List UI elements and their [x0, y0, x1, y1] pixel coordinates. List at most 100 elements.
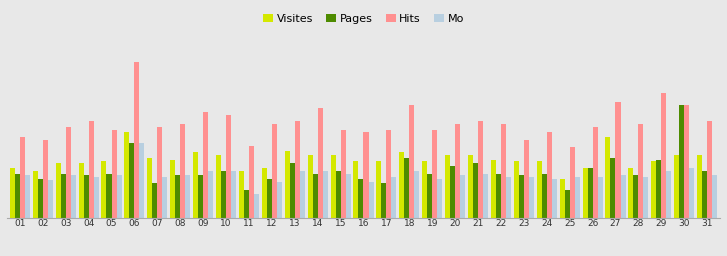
Bar: [157, 127, 162, 218]
Bar: [575, 177, 579, 218]
Bar: [712, 176, 718, 218]
Bar: [460, 176, 465, 218]
Bar: [483, 174, 488, 218]
Bar: [33, 171, 38, 218]
Bar: [43, 140, 48, 218]
Bar: [445, 155, 450, 218]
Bar: [134, 62, 140, 218]
Bar: [129, 143, 134, 218]
Bar: [79, 163, 84, 218]
Bar: [621, 176, 625, 218]
Bar: [697, 155, 702, 218]
Bar: [198, 176, 203, 218]
Legend: Visites, Pages, Hits, Mo: Visites, Pages, Hits, Mo: [263, 14, 464, 24]
Bar: [216, 155, 221, 218]
Bar: [667, 171, 672, 218]
Bar: [336, 171, 340, 218]
Bar: [473, 163, 478, 218]
Bar: [565, 189, 570, 218]
Bar: [382, 183, 387, 218]
Bar: [679, 105, 684, 218]
Bar: [313, 174, 318, 218]
Bar: [552, 179, 557, 218]
Bar: [175, 176, 180, 218]
Bar: [89, 121, 94, 218]
Bar: [226, 115, 231, 218]
Bar: [20, 136, 25, 218]
Bar: [437, 179, 442, 218]
Bar: [656, 160, 662, 218]
Bar: [529, 177, 534, 218]
Bar: [606, 136, 611, 218]
Bar: [308, 155, 313, 218]
Bar: [267, 179, 272, 218]
Bar: [94, 177, 99, 218]
Bar: [244, 189, 249, 218]
Bar: [38, 179, 43, 218]
Bar: [254, 194, 259, 218]
Bar: [524, 140, 529, 218]
Bar: [340, 130, 345, 218]
Bar: [140, 143, 145, 218]
Bar: [102, 162, 106, 218]
Bar: [422, 162, 427, 218]
Bar: [249, 146, 254, 218]
Bar: [628, 168, 633, 218]
Bar: [582, 168, 587, 218]
Bar: [84, 176, 89, 218]
Bar: [323, 171, 328, 218]
Bar: [496, 174, 501, 218]
Bar: [570, 147, 575, 218]
Bar: [239, 171, 244, 218]
Bar: [358, 179, 364, 218]
Bar: [689, 168, 694, 218]
Bar: [193, 152, 198, 218]
Bar: [684, 105, 689, 218]
Bar: [111, 130, 116, 218]
Bar: [427, 174, 433, 218]
Bar: [674, 155, 679, 218]
Bar: [331, 155, 336, 218]
Bar: [353, 162, 358, 218]
Bar: [651, 162, 656, 218]
Bar: [587, 168, 593, 218]
Bar: [542, 174, 547, 218]
Bar: [116, 176, 121, 218]
Bar: [450, 166, 455, 218]
Bar: [468, 155, 473, 218]
Bar: [318, 109, 323, 218]
Bar: [377, 162, 382, 218]
Bar: [262, 168, 267, 218]
Bar: [616, 102, 621, 218]
Bar: [148, 158, 152, 218]
Bar: [433, 130, 437, 218]
Bar: [391, 177, 396, 218]
Bar: [491, 160, 496, 218]
Bar: [414, 171, 419, 218]
Bar: [231, 171, 236, 218]
Bar: [300, 171, 305, 218]
Bar: [60, 174, 65, 218]
Bar: [707, 121, 712, 218]
Bar: [598, 177, 603, 218]
Bar: [180, 124, 185, 218]
Bar: [170, 160, 175, 218]
Bar: [15, 174, 20, 218]
Bar: [285, 151, 290, 218]
Bar: [9, 168, 15, 218]
Bar: [65, 127, 71, 218]
Bar: [162, 177, 167, 218]
Bar: [633, 176, 638, 218]
Bar: [272, 124, 277, 218]
Bar: [514, 162, 519, 218]
Bar: [290, 163, 294, 218]
Bar: [294, 121, 300, 218]
Bar: [702, 171, 707, 218]
Bar: [399, 152, 404, 218]
Bar: [203, 112, 208, 218]
Bar: [55, 163, 60, 218]
Bar: [364, 132, 369, 218]
Bar: [455, 124, 460, 218]
Bar: [478, 121, 483, 218]
Bar: [662, 93, 667, 218]
